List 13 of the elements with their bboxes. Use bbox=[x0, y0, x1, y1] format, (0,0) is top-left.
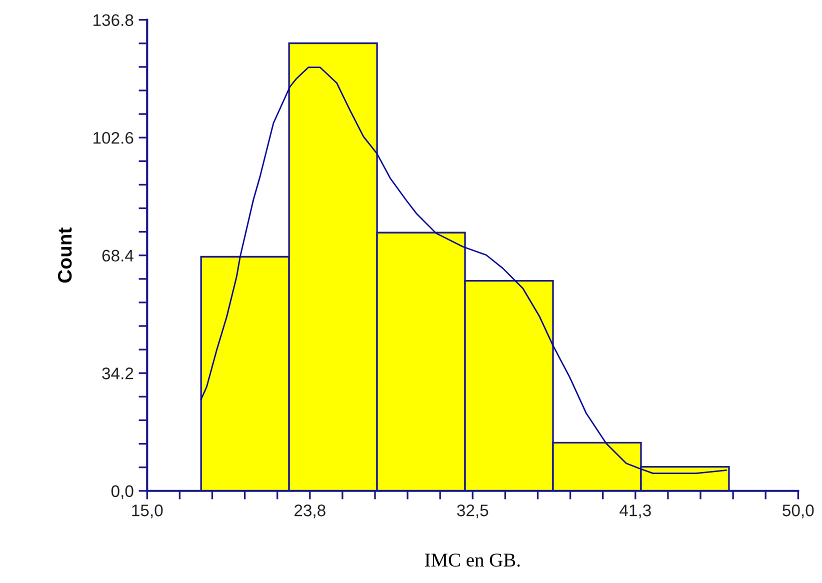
x-tick-label: 50,0 bbox=[782, 504, 814, 518]
x-tick-label: 23,8 bbox=[294, 504, 326, 518]
x-tick-label: 32,5 bbox=[457, 504, 488, 518]
x-axis-title: IMC en GB. bbox=[425, 554, 520, 567]
x-tick-label: 15,0 bbox=[132, 504, 163, 518]
y-tick-label: 102.6 bbox=[94, 132, 134, 144]
line-series bbox=[200, 66, 727, 474]
y-tick-label: 0,0 bbox=[111, 485, 134, 500]
y-axis-title: Count bbox=[58, 228, 72, 283]
x-tick-label: 41,3 bbox=[620, 504, 651, 518]
y-tick-label: 68.4 bbox=[102, 250, 134, 262]
y-tick-label: 34.2 bbox=[102, 368, 134, 380]
y-tick-label: 136.8 bbox=[94, 14, 134, 26]
